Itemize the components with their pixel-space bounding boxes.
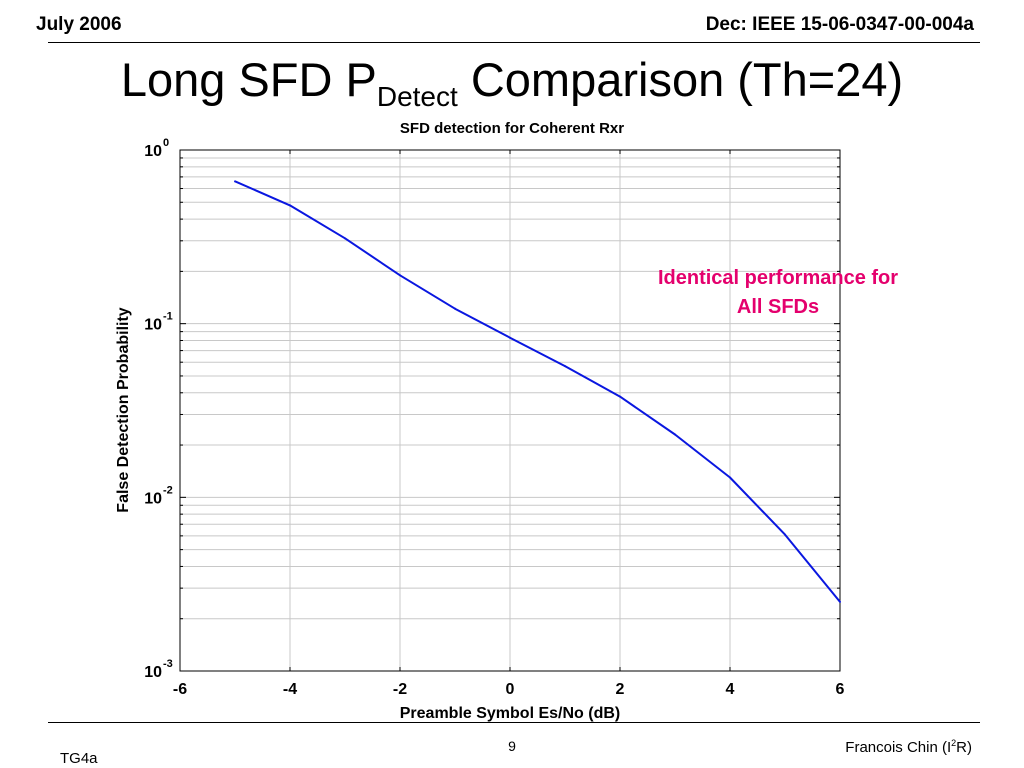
data-point — [454, 307, 456, 310]
header-rule — [48, 42, 980, 43]
header-date: July 2006 — [36, 14, 122, 35]
y-tick-label: 10 — [144, 143, 162, 160]
footer-author-superscript: 2 — [951, 738, 957, 748]
x-tick-label: -6 — [173, 681, 187, 698]
data-point — [509, 336, 511, 339]
footer-rule — [48, 722, 980, 723]
chart-ticks — [179, 150, 841, 672]
slide-title-subscript: Detect — [376, 81, 458, 112]
x-tick-label: 0 — [506, 681, 515, 698]
y-axis-label: False Detection Probability — [115, 307, 132, 512]
y-tick-label-exponent: -2 — [163, 484, 173, 496]
y-tick-label-exponent: -3 — [163, 658, 173, 670]
slide-title-suffix: Comparison (Th=24) — [457, 53, 904, 106]
annotation-line-2: All SFDs — [736, 296, 820, 318]
footer-author-suffix: R) — [956, 739, 972, 756]
series-line — [234, 180, 841, 603]
data-point — [839, 600, 841, 603]
y-tick-label: 10 — [144, 317, 162, 334]
data-point — [729, 476, 731, 479]
footer-group-name: TG4a — [60, 750, 98, 767]
data-point — [619, 395, 621, 398]
annotation-line-1: Identical performance for — [657, 267, 899, 289]
data-point — [674, 433, 676, 436]
footer-author: Francois Chin (I2R) — [845, 738, 972, 756]
data-point — [234, 180, 236, 183]
slide-title-prefix: Long SFD P — [120, 53, 377, 106]
data-point — [564, 365, 566, 368]
x-tick-labels: -6 -4 -2 0 2 4 6 — [173, 681, 845, 698]
data-point — [289, 204, 291, 207]
y-tick-label: 10 — [144, 664, 162, 681]
page-number: 9 — [508, 738, 516, 754]
data-point — [784, 533, 786, 536]
data-point — [399, 274, 401, 277]
chart-grid — [180, 150, 840, 671]
chart-title: SFD detection for Coherent Rxr — [400, 120, 624, 137]
x-tick-label: 2 — [616, 681, 625, 698]
annotation-callout: Identical performance for All SFDs — [600, 264, 956, 322]
x-tick-label: 4 — [726, 681, 735, 698]
footer-author-prefix: Francois Chin (I — [845, 739, 952, 756]
header-doc-id: Dec: IEEE 15-06-0347-00-004a — [705, 14, 974, 35]
data-point — [344, 237, 346, 240]
y-tick-label-exponent: 0 — [163, 137, 169, 149]
chart-series — [234, 180, 841, 603]
x-tick-label: -4 — [283, 681, 297, 698]
x-tick-label: -2 — [393, 681, 407, 698]
x-axis-label: Preamble Symbol Es/No (dB) — [400, 705, 621, 722]
slide-title: Long SFD PDetect Comparison (Th=24) — [0, 56, 1024, 111]
y-tick-label: 10 — [144, 490, 162, 507]
y-tick-label-exponent: -1 — [163, 311, 173, 323]
x-tick-label: 6 — [836, 681, 845, 698]
